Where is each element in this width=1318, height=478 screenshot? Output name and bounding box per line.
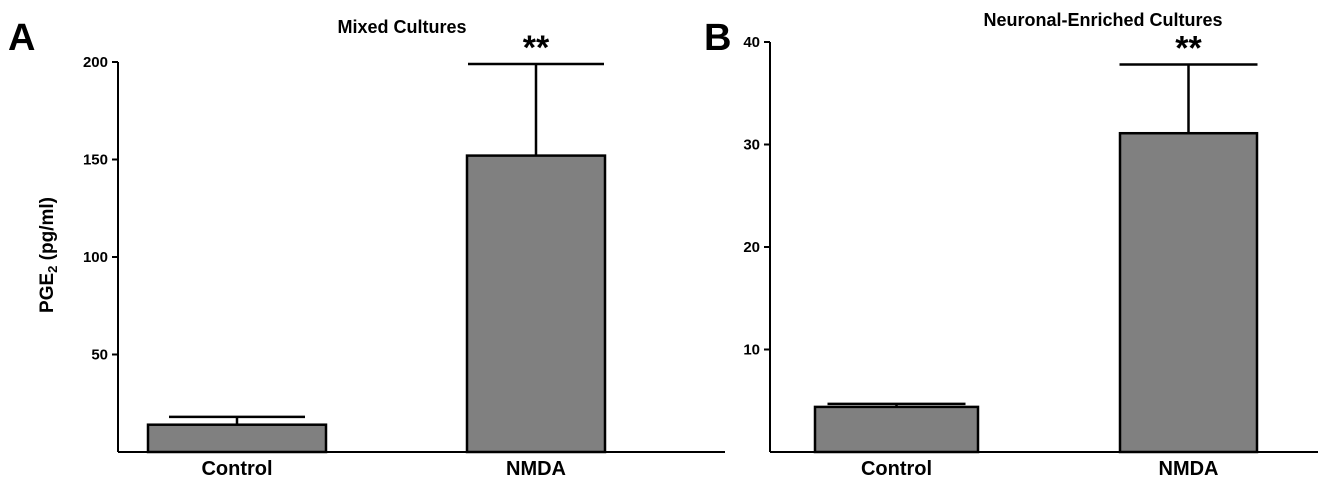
significance-marker: **: [523, 29, 550, 67]
y-axis-title-suffix: (pg/ml): [37, 197, 58, 266]
y-axis-title-main: PGE: [37, 273, 58, 313]
mixed-cultures-chart: Mixed Cultures 50 100 150 200 Control NMDA **: [83, 17, 725, 478]
neuronal-enriched-chart: Neuronal-Enriched Cultures 10 20 30 40 Contro…: [743, 10, 1318, 478]
y-tick-label: 20: [743, 239, 760, 256]
significance-marker: **: [1175, 30, 1202, 68]
bar-nmda: [465, 154, 607, 454]
y-tick-label: 10: [743, 342, 760, 359]
chart-title: Mixed Cultures: [337, 17, 466, 37]
category-label: Control: [861, 458, 932, 478]
bar-nmda: [1118, 131, 1259, 454]
category-label: NMDA: [1159, 458, 1219, 478]
bar-control: [146, 423, 328, 454]
bar-control: [813, 405, 980, 454]
category-label: Control: [201, 458, 272, 478]
y-tick-label: 40: [743, 34, 760, 51]
y-tick-label: 150: [83, 152, 108, 169]
y-axis-title-subscript: 2: [45, 266, 60, 273]
category-label: NMDA: [506, 458, 566, 478]
panel-letter-a: A: [8, 17, 35, 59]
y-tick-label: 30: [743, 137, 760, 154]
panel-letter-b: B: [704, 17, 731, 59]
y-tick-label: 200: [83, 54, 108, 71]
y-tick-label: 50: [91, 347, 108, 364]
chart-title: Neuronal-Enriched Cultures: [983, 10, 1222, 30]
y-tick-label: 100: [83, 249, 108, 266]
y-axis-title: PGE2 (pg/ml): [37, 197, 60, 313]
